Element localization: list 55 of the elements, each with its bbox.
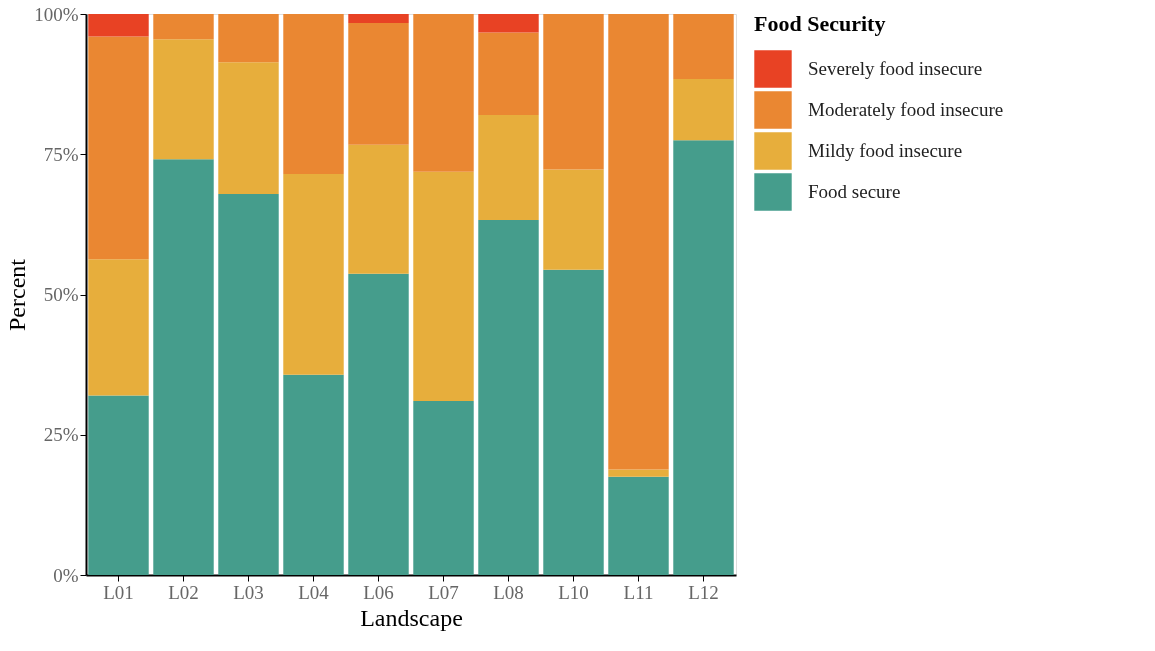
bar: [153, 39, 214, 160]
bar: [413, 14, 474, 172]
bar: [218, 194, 279, 575]
x-axis-title: Landscape: [360, 604, 463, 631]
bar: [673, 79, 734, 141]
bar: [88, 395, 149, 575]
bar: [413, 171, 474, 402]
x-tick-label: L08: [493, 581, 524, 603]
bar: [413, 401, 474, 575]
x-tick-label: L07: [428, 581, 459, 603]
bar: [608, 476, 669, 575]
bar: [218, 62, 279, 195]
x-tick-label: L06: [363, 581, 394, 603]
bar: [348, 22, 409, 145]
y-tick-label: 25%: [43, 424, 79, 446]
bar: [153, 14, 214, 40]
bar: [218, 14, 279, 63]
legend-label: Food secure: [808, 181, 901, 202]
x-tick-label: L04: [298, 581, 330, 603]
bar: [478, 219, 539, 575]
y-tick-label: 0%: [53, 564, 79, 586]
bar: [608, 14, 669, 470]
legend-label: Moderately food insecure: [808, 99, 1004, 120]
bar: [88, 36, 149, 260]
y-axis-title: Percent: [4, 258, 31, 331]
x-tick-label: L12: [688, 581, 719, 603]
bar: [673, 14, 734, 80]
x-tick-label: L02: [168, 581, 199, 603]
bar: [88, 259, 149, 396]
bar: [283, 173, 344, 375]
x-tick-label: L03: [233, 581, 264, 603]
bar: [348, 14, 409, 23]
y-tick-label: 50%: [43, 284, 79, 305]
bar: [153, 159, 214, 575]
bar: [478, 14, 539, 33]
legend-label: Mildy food insecure: [808, 140, 963, 161]
bar: [608, 469, 669, 477]
bar: [283, 374, 344, 575]
legend-title: Food Security: [754, 11, 886, 36]
x-tick-label: L11: [623, 581, 654, 603]
bar: [283, 14, 344, 174]
bar: [478, 32, 539, 115]
bar: [673, 140, 734, 575]
bar: [543, 169, 604, 270]
bar: [88, 14, 149, 37]
bar: [348, 273, 409, 575]
bar: [543, 269, 604, 575]
legend-label: Severely food insecure: [808, 58, 983, 79]
bar: [543, 14, 604, 170]
y-tick-label: 100%: [34, 3, 79, 25]
x-tick-label: L01: [103, 581, 134, 603]
bar: [478, 114, 539, 220]
bar: [348, 144, 409, 274]
x-tick-label: L10: [558, 581, 589, 603]
y-tick-label: 75%: [43, 143, 79, 165]
